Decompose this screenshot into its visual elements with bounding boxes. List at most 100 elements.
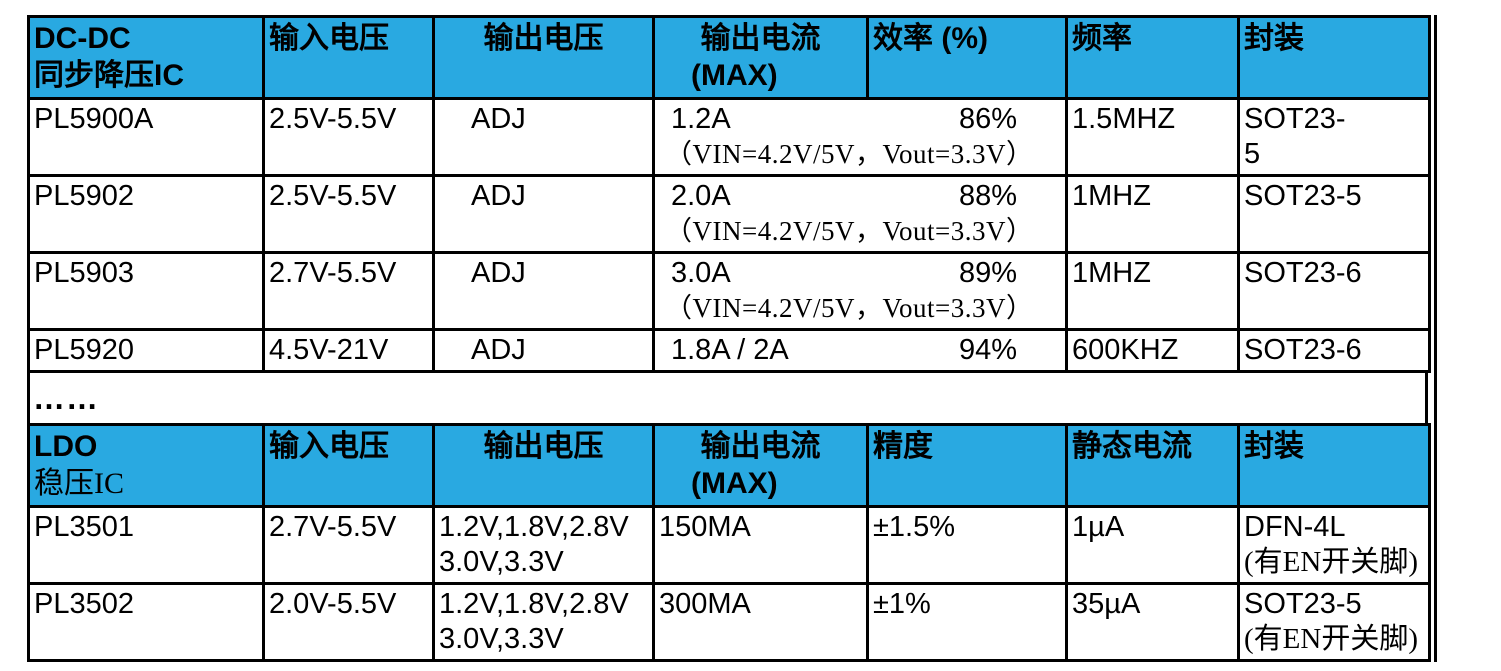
header-frequency: 频率 <box>1065 15 1240 100</box>
package-line1: SOT23-5 <box>1244 180 1362 212</box>
current-cell: 150MA <box>652 505 869 585</box>
package-cell: SOT23-6 <box>1237 251 1431 331</box>
package-line1: DFN-4L <box>1244 511 1346 543</box>
package-cell: SOT23-6 <box>1237 328 1431 373</box>
ellipsis-text: …… <box>33 379 99 416</box>
header-input-voltage: 输入电压 <box>262 15 435 100</box>
header-quiescent-current: 静态电流 <box>1065 423 1240 508</box>
spec-document: DC-DC 同步降压IC 输入电压 输出电压 输出电流 (MAX) 效率 (%)… <box>27 15 1437 662</box>
table-row: PL3501 2.7V-5.5V 1.2V,1.8V,2.8V 3.0V,3.3… <box>27 505 1431 585</box>
header-output-current-line1: 输出电流 <box>700 22 821 55</box>
header-package: 封装 <box>1237 423 1431 508</box>
dcdc-title-cell: DC-DC 同步降压IC <box>27 15 265 100</box>
model-cell: PL5900A <box>27 97 265 177</box>
current-efficiency-cell: 2.0A 88% （VIN=4.2V/5V，Vout=3.3V） <box>652 174 1068 254</box>
package-line1: SOT23-6 <box>1244 257 1362 289</box>
frequency-cell: 600KHZ <box>1065 328 1240 373</box>
vin-cell: 2.7V-5.5V <box>262 505 435 585</box>
package-line2: (有EN开关脚) <box>1244 623 1418 655</box>
vout-cell: 1.2V,1.8V,2.8V 3.0V,3.3V <box>432 582 655 662</box>
current-value: 3.0A <box>671 257 731 289</box>
efficiency-value: 86% <box>958 103 1017 135</box>
current-efficiency-cell: 1.8A / 2A 94% <box>652 328 1068 373</box>
model-cell: PL5920 <box>27 328 265 373</box>
current-value: 2.0A <box>671 180 731 212</box>
package-line1: SOT23- <box>1244 103 1346 135</box>
vout-line1: 1.2V,1.8V,2.8V <box>439 588 629 620</box>
quiescent-current-cell: 35µA <box>1065 582 1240 662</box>
header-output-current-line1: 输出电流 <box>700 430 821 463</box>
package-line1: SOT23-6 <box>1244 334 1362 366</box>
current-efficiency-cell: 1.2A 86% （VIN=4.2V/5V，Vout=3.3V） <box>652 97 1068 177</box>
header-output-current: 输出电流 (MAX) <box>652 15 869 100</box>
vout-cell: ADJ <box>432 251 655 331</box>
current-line: 1.2A 86% <box>659 102 1061 137</box>
efficiency-value: 89% <box>958 257 1017 289</box>
current-cell: 300MA <box>652 582 869 662</box>
vout-cell: ADJ <box>432 328 655 373</box>
frequency-cell: 1.5MHZ <box>1065 97 1240 177</box>
ldo-title-line1: LDO <box>34 430 98 463</box>
ldo-table: LDO 稳压IC 输入电压 输出电压 输出电流 (MAX) 精度 静态电流 封装… <box>27 423 1431 662</box>
vin-cell: 2.7V-5.5V <box>262 251 435 331</box>
model-cell: PL3502 <box>27 582 265 662</box>
current-line: 1.8A / 2A 94% <box>659 333 1061 368</box>
current-line: 3.0A 89% <box>659 256 1061 291</box>
model-cell: PL3501 <box>27 505 265 585</box>
current-value: 1.2A <box>671 103 731 135</box>
vin-cell: 2.0V-5.5V <box>262 582 435 662</box>
accuracy-cell: ±1% <box>866 582 1068 662</box>
header-efficiency: 效率 (%) <box>866 15 1068 100</box>
frequency-cell: 1MHZ <box>1065 174 1240 254</box>
current-line: 2.0A 88% <box>659 179 1061 214</box>
frequency-cell: 1MHZ <box>1065 251 1240 331</box>
package-cell: DFN-4L (有EN开关脚) <box>1237 505 1431 585</box>
vin-cell: 4.5V-21V <box>262 328 435 373</box>
header-input-voltage: 输入电压 <box>262 423 435 508</box>
vout-line1: 1.2V,1.8V,2.8V <box>439 511 629 543</box>
test-condition: （VIN=4.2V/5V，Vout=3.3V） <box>665 139 1034 169</box>
package-line2: (有EN开关脚) <box>1244 546 1418 578</box>
current-efficiency-cell: 3.0A 89% （VIN=4.2V/5V，Vout=3.3V） <box>652 251 1068 331</box>
dcdc-title-line2: 同步降压IC <box>34 59 184 92</box>
efficiency-value: 88% <box>958 180 1017 212</box>
package-cell: SOT23-5 <box>1237 174 1431 254</box>
quiescent-current-cell: 1µA <box>1065 505 1240 585</box>
dcdc-table: DC-DC 同步降压IC 输入电压 输出电压 输出电流 (MAX) 效率 (%)… <box>27 15 1431 373</box>
package-line1: SOT23-5 <box>1244 588 1362 620</box>
vin-cell: 2.5V-5.5V <box>262 174 435 254</box>
efficiency-value: 94% <box>958 334 1017 366</box>
vout-cell: 1.2V,1.8V,2.8V 3.0V,3.3V <box>432 505 655 585</box>
dcdc-title-line1: DC-DC <box>34 22 131 55</box>
package-line2: 5 <box>1244 138 1261 170</box>
dcdc-header-row: DC-DC 同步降压IC 输入电压 输出电压 输出电流 (MAX) 效率 (%)… <box>27 15 1431 100</box>
header-accuracy: 精度 <box>866 423 1068 508</box>
test-condition: （VIN=4.2V/5V，Vout=3.3V） <box>665 293 1034 323</box>
vout-line2: 3.0V,3.3V <box>439 546 564 578</box>
header-output-current-line2: (MAX) <box>691 59 778 92</box>
package-cell: SOT23-5 (有EN开关脚) <box>1237 582 1431 662</box>
table-row: PL5902 2.5V-5.5V ADJ 2.0A 88% （VIN=4.2V/… <box>27 174 1431 254</box>
header-package: 封装 <box>1237 15 1431 100</box>
package-cell: SOT23- 5 <box>1237 97 1431 177</box>
ldo-title-cell: LDO 稳压IC <box>27 423 265 508</box>
header-output-voltage: 输出电压 <box>432 423 655 508</box>
header-output-voltage: 输出电压 <box>432 15 655 100</box>
table-row: PL5900A 2.5V-5.5V ADJ 1.2A 86% （VIN=4.2V… <box>27 97 1431 177</box>
vout-line2: 3.0V,3.3V <box>439 623 564 655</box>
ldo-header-row: LDO 稳压IC 输入电压 输出电压 输出电流 (MAX) 精度 静态电流 封装 <box>27 423 1431 508</box>
model-cell: PL5903 <box>27 251 265 331</box>
header-output-current-line2: (MAX) <box>691 467 778 500</box>
ldo-title-line2: 稳压IC <box>34 467 124 500</box>
table-row: PL3502 2.0V-5.5V 1.2V,1.8V,2.8V 3.0V,3.3… <box>27 582 1431 662</box>
test-condition: （VIN=4.2V/5V，Vout=3.3V） <box>665 216 1034 246</box>
current-value: 1.8A / 2A <box>671 334 789 366</box>
table-row: PL5903 2.7V-5.5V ADJ 3.0A 89% （VIN=4.2V/… <box>27 251 1431 331</box>
model-cell: PL5902 <box>27 174 265 254</box>
vout-cell: ADJ <box>432 174 655 254</box>
vout-cell: ADJ <box>432 97 655 177</box>
table-row: PL5920 4.5V-21V ADJ 1.8A / 2A 94% 600KHZ… <box>27 328 1431 373</box>
header-output-current: 输出电流 (MAX) <box>652 423 869 508</box>
vin-cell: 2.5V-5.5V <box>262 97 435 177</box>
accuracy-cell: ±1.5% <box>866 505 1068 585</box>
